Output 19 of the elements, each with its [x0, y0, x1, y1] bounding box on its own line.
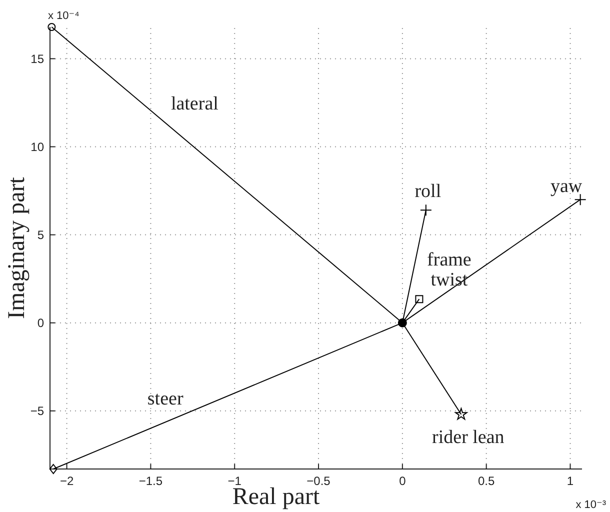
series-label: lateral	[170, 94, 218, 115]
series-label: steer	[147, 388, 184, 410]
text: x 10⁻³	[576, 499, 606, 511]
y-tick-label: 0	[37, 316, 44, 330]
text: x 10⁻⁴	[48, 10, 80, 22]
x-tick-label: 1	[566, 474, 574, 488]
series-label: frame twist	[427, 250, 472, 291]
series-label: yaw	[550, 176, 582, 198]
x-tick-label: −1.5	[138, 474, 163, 488]
x-tick-label: 0.5	[478, 474, 496, 488]
series-label: rider lean	[432, 427, 505, 448]
y-tick-label: −5	[30, 404, 44, 418]
y-tick-label: 15	[30, 52, 44, 66]
y-axis-title: Imaginary part	[4, 176, 30, 319]
y-tick-label: 5	[37, 228, 44, 242]
x-tick-label: −2	[60, 474, 74, 488]
series-label: roll	[414, 180, 442, 202]
y-tick-label: 10	[30, 140, 44, 154]
x-tick-label: 0	[399, 474, 406, 488]
